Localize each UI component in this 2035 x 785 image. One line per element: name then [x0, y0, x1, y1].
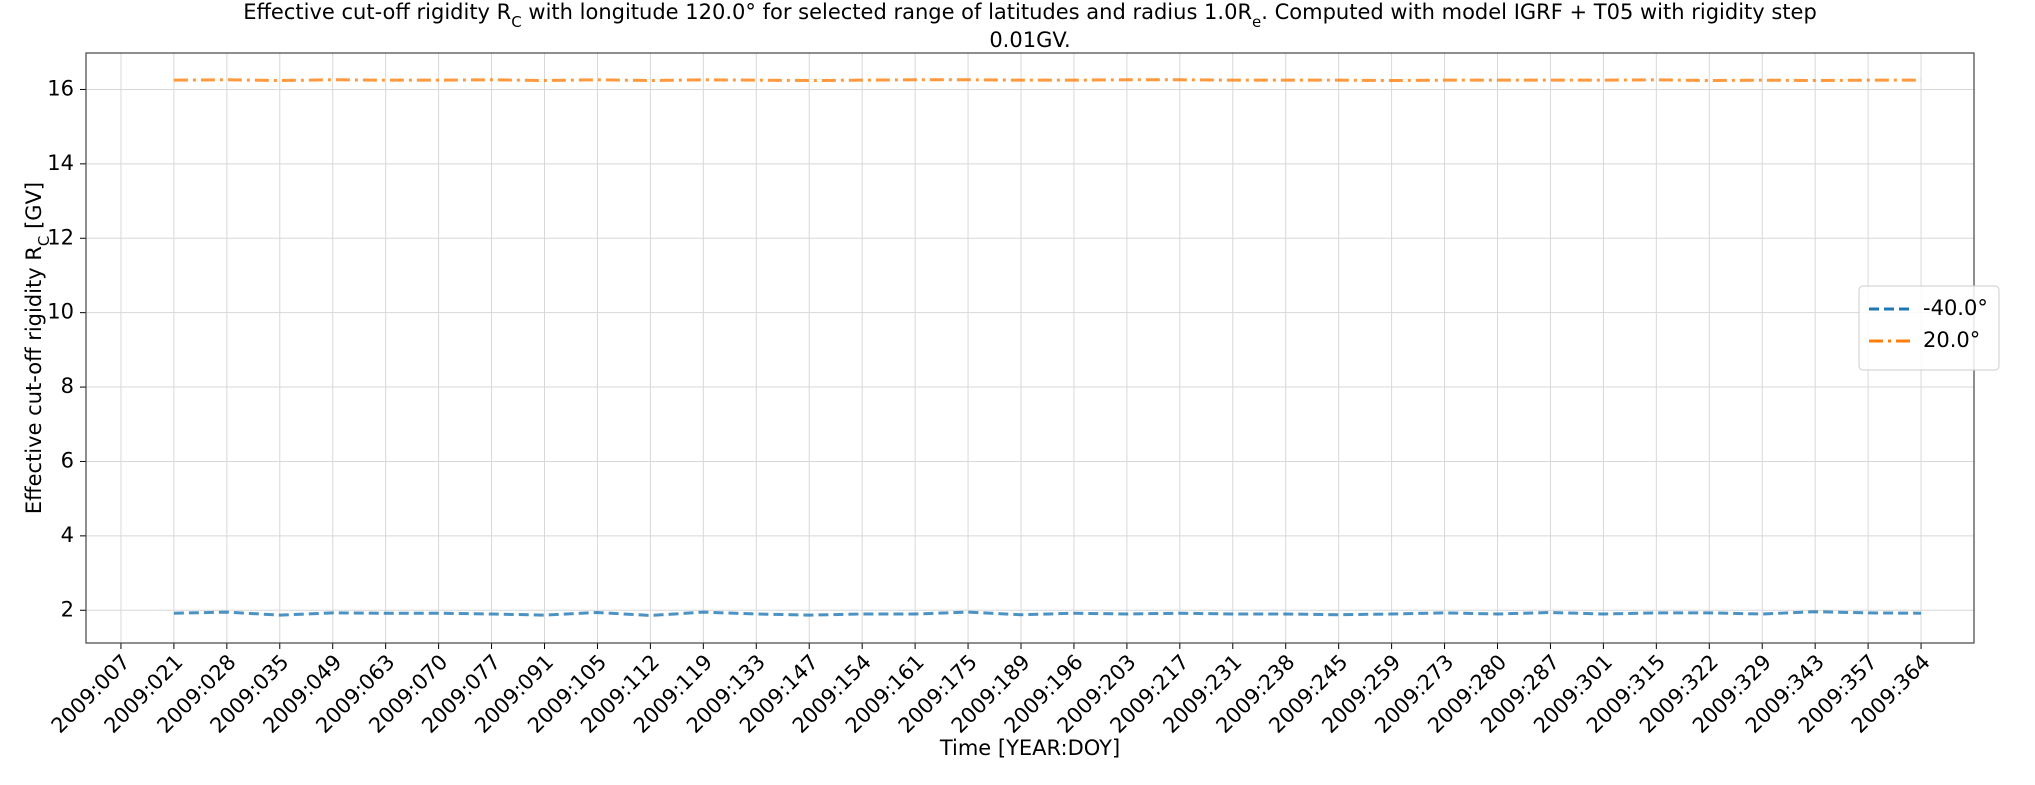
y-tick-label: 14 [47, 151, 74, 175]
y-tick-label: 2 [61, 597, 74, 621]
y-axis-label-part: Effective cut-off rigidity R [22, 246, 46, 514]
chart-title-part: 0.01GV. [989, 28, 1070, 52]
y-axis-label-part: C [35, 236, 53, 246]
y-axis-label-part: [GV] [22, 182, 46, 236]
chart-title-part: Effective cut-off rigidity R [243, 0, 511, 24]
legend-label: 20.0° [1923, 328, 1980, 352]
plot-frame [85, 52, 1975, 644]
y-tick-label: 6 [61, 448, 74, 472]
y-tick-label: 10 [47, 300, 74, 324]
x-axis-label: Time [YEAR:DOY] [939, 736, 1120, 760]
chart-title-part: e [1252, 13, 1261, 31]
y-axis-label: Effective cut-off rigidity RC [GV] [22, 182, 53, 514]
chart-title: 0.01GV. [989, 28, 1070, 52]
data-line [173, 78, 1922, 83]
y-tick-label: 16 [47, 76, 74, 100]
y-tick-label: 8 [61, 374, 74, 398]
chart-title-part: . Computed with model IGRF + T05 with ri… [1261, 0, 1817, 24]
chart-title: Effective cut-off rigidity RC with longi… [243, 0, 1817, 31]
legend-box [1858, 285, 2000, 371]
chart-title-part: with longitude 120.0° for selected range… [522, 0, 1252, 24]
y-tick-label: 4 [61, 523, 74, 547]
chart-title-part: C [511, 13, 521, 31]
data-line [173, 610, 1922, 617]
y-tick-label: 12 [47, 225, 74, 249]
legend-label: -40.0° [1923, 296, 1988, 320]
